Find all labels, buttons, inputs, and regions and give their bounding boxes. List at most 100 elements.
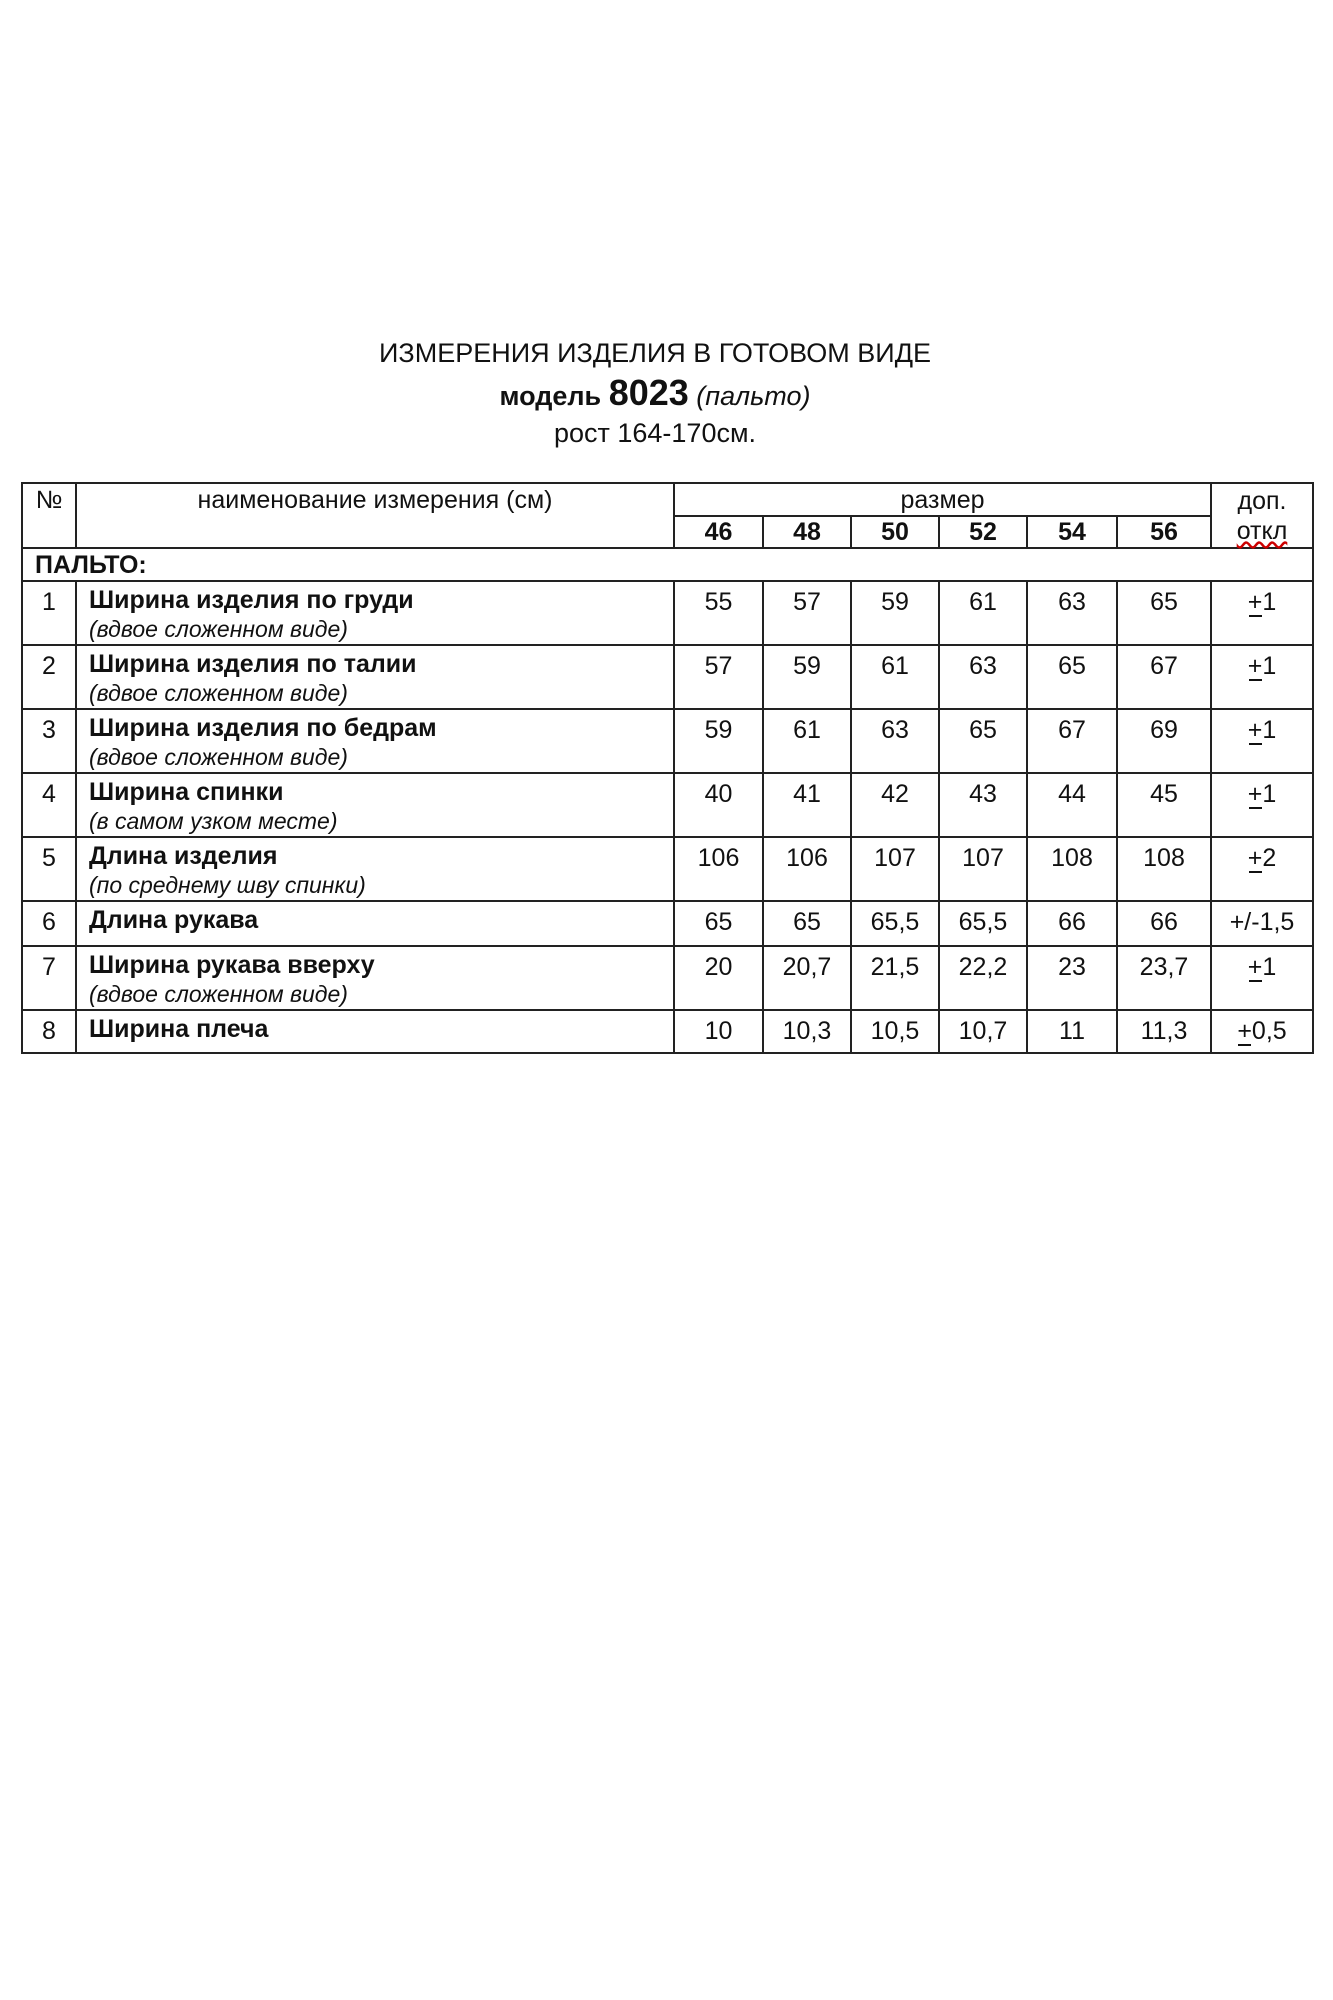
size-value: 63	[1026, 580, 1118, 646]
size-value: 57	[673, 644, 764, 710]
tolerance-value: +1	[1247, 780, 1277, 809]
size-value: 69	[1115, 708, 1213, 774]
row-number: 2	[21, 644, 77, 710]
header-tolerance: доп. откл	[1210, 482, 1315, 549]
size-value: 107	[938, 836, 1028, 902]
size-value: 63	[850, 708, 940, 774]
size-header-52: 52	[938, 515, 1028, 549]
row-number: 8	[21, 1009, 77, 1054]
measurement-title: Ширина спинки	[89, 778, 284, 806]
size-value: 11	[1026, 1009, 1118, 1054]
size-value: 57	[762, 580, 852, 646]
measurement-name: Ширина изделия по груди (вдвое сложенном …	[75, 580, 675, 646]
size-value: 59	[850, 580, 940, 646]
size-value: 45	[1115, 772, 1213, 838]
size-value: 107	[850, 836, 940, 902]
table-row: 7 Ширина рукава вверху (вдвое сложенном ви…	[21, 945, 1315, 1011]
measurement-name: Ширина спинки (в самом узком месте)	[75, 772, 675, 838]
size-value: 40	[673, 772, 764, 838]
measurement-title: Ширина изделия по талии	[89, 650, 417, 678]
row-number: 1	[21, 580, 77, 646]
measurement-title: Ширина плеча	[89, 1015, 269, 1043]
tolerance-label-2: откл	[1236, 517, 1288, 545]
size-value: 21,5	[850, 945, 940, 1011]
measurement-name: Ширина изделия по талии (вдвое сложенном …	[75, 644, 675, 710]
measurement-note: (по среднему шву спинки)	[89, 872, 366, 898]
measurement-title: Ширина изделия по бедрам	[89, 714, 437, 742]
size-value: 42	[850, 772, 940, 838]
size-value: 61	[762, 708, 852, 774]
tolerance-cell: +/-1,5	[1210, 900, 1315, 947]
size-value: 106	[673, 836, 764, 902]
tolerance-label-1: доп.	[1237, 487, 1287, 515]
measurement-name: Ширина изделия по бедрам (вдвое сложенном…	[75, 708, 675, 774]
size-value: 65,5	[850, 900, 940, 947]
size-value: 41	[762, 772, 852, 838]
measurement-name: Ширина рукава вверху (вдвое сложенном вид…	[75, 945, 675, 1011]
size-value: 43	[938, 772, 1028, 838]
row-number: 3	[21, 708, 77, 774]
size-value: 65	[938, 708, 1028, 774]
size-value: 59	[673, 708, 764, 774]
size-header-50: 50	[850, 515, 940, 549]
tolerance-cell: +1	[1210, 945, 1315, 1011]
tolerance-cell: +1	[1210, 708, 1315, 774]
tolerance-cell: +1	[1210, 644, 1315, 710]
size-header-48: 48	[762, 515, 852, 549]
size-value: 61	[938, 580, 1028, 646]
size-header-46: 46	[673, 515, 764, 549]
row-number: 5	[21, 836, 77, 902]
size-value: 65	[762, 900, 852, 947]
table-row: 2 Ширина изделия по талии (вдвое сложенном…	[21, 644, 1315, 710]
size-value: 22,2	[938, 945, 1028, 1011]
tolerance-cell: +1	[1210, 580, 1315, 646]
size-value: 61	[850, 644, 940, 710]
size-value: 23	[1026, 945, 1118, 1011]
model-type: (пальто)	[696, 381, 811, 411]
measurement-title: Длина изделия	[89, 842, 278, 870]
tolerance-value: +1	[1247, 953, 1277, 982]
size-value: 10,7	[938, 1009, 1028, 1054]
size-value: 66	[1115, 900, 1213, 947]
header-size: размер	[672, 482, 1213, 517]
measurement-note: (вдвое сложенном виде)	[89, 616, 348, 642]
row-number: 7	[21, 945, 77, 1011]
size-value: 10,5	[850, 1009, 940, 1054]
table-row: 6 Длина рукава 65 65 65,5 65,5 66 66 +/-1,5	[21, 900, 1315, 947]
size-value: 65	[1026, 644, 1118, 710]
table-row: 3 Ширина изделия по бедрам (вдвое сложенно…	[21, 708, 1315, 774]
document-title: ИЗМЕРЕНИЯ ИЗДЕЛИЯ В ГОТОВОМ ВИДЕ	[379, 338, 931, 368]
section-label: ПАЛЬТО:	[20, 547, 1315, 582]
size-value: 10,3	[762, 1009, 852, 1054]
model-number: 8023	[608, 372, 689, 413]
size-value: 65	[1115, 580, 1213, 646]
size-value: 63	[938, 644, 1028, 710]
model-label: модель	[499, 381, 602, 411]
tolerance-cell: +1	[1210, 772, 1315, 838]
tolerance-value: +1	[1247, 716, 1277, 745]
size-value: 66	[1026, 900, 1118, 947]
measurements-table: № наименование измерения (см) размер доп…	[20, 482, 1315, 1054]
tolerance-value: +2	[1247, 844, 1277, 873]
measurement-note: (вдвое сложенном виде)	[89, 981, 348, 1007]
size-value: 65	[673, 900, 764, 947]
measurement-name: Ширина плеча	[75, 1009, 675, 1054]
tolerance-value: +0,5	[1237, 1017, 1287, 1046]
tolerance-cell: +2	[1210, 836, 1315, 902]
header-measurement-name: наименование измерения (см)	[75, 482, 675, 549]
measurement-name: Длина рукава	[75, 900, 675, 947]
size-value: 20	[673, 945, 764, 1011]
size-value: 67	[1026, 708, 1118, 774]
size-value: 108	[1026, 836, 1118, 902]
size-value: 106	[762, 836, 852, 902]
row-number: 6	[21, 900, 77, 947]
tolerance-value: +1	[1247, 652, 1277, 681]
size-value: 10	[673, 1009, 764, 1054]
measurement-title: Длина рукава	[89, 906, 259, 934]
table-row: 4 Ширина спинки (в самом узком месте) 40 41…	[21, 772, 1315, 838]
size-value: 20,7	[762, 945, 852, 1011]
table-row: 5 Длина изделия (по среднему шву спинки) 1…	[21, 836, 1315, 902]
height-range: рост 164-170см.	[553, 418, 757, 448]
size-header-56: 56	[1115, 515, 1213, 549]
measurement-note: (вдвое сложенном виде)	[89, 680, 348, 706]
